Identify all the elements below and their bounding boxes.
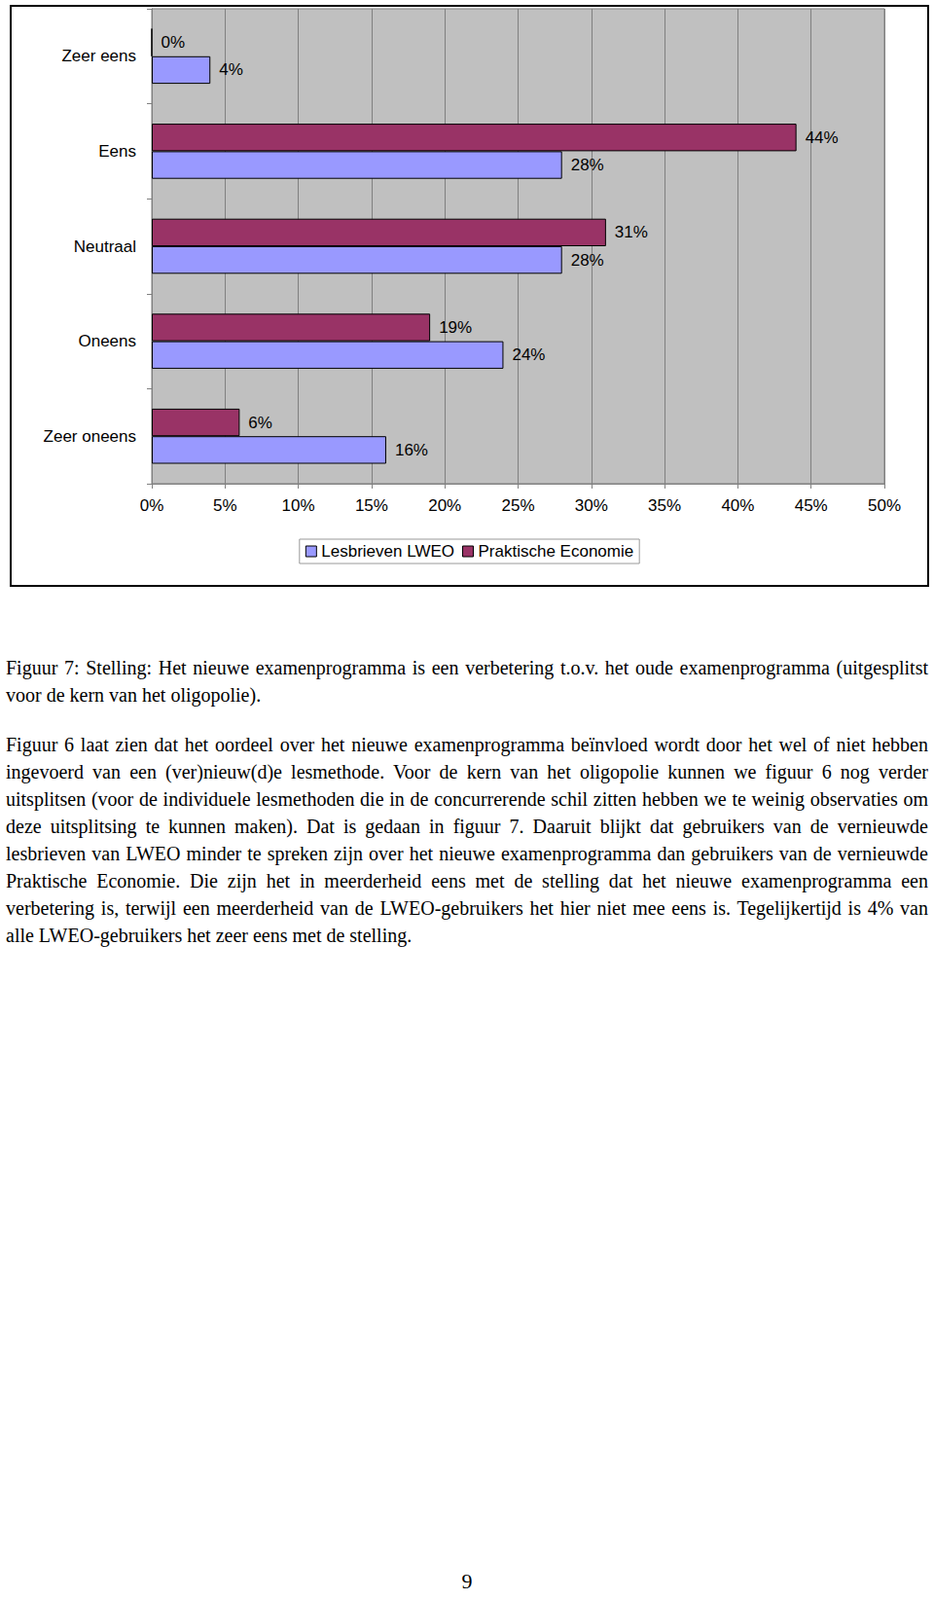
svg-text:50%: 50% bbox=[867, 496, 901, 515]
svg-text:Lesbrieven LWEO: Lesbrieven LWEO bbox=[321, 541, 455, 561]
svg-text:35%: 35% bbox=[647, 496, 682, 515]
svg-text:Zeer oneens: Zeer oneens bbox=[43, 427, 137, 446]
svg-text:Zeer eens: Zeer eens bbox=[61, 46, 137, 66]
svg-text:15%: 15% bbox=[355, 496, 389, 515]
svg-text:20%: 20% bbox=[428, 496, 462, 515]
svg-text:10%: 10% bbox=[282, 496, 316, 515]
html-text:Figuur 6 laat zien dat het oor: Figuur 6 laat zien dat het oordeel over … bbox=[5, 733, 929, 946]
svg-text:Praktische Economie: Praktische Economie bbox=[478, 541, 635, 561]
html-text:Figuur 7: Stelling: Het nieuwe: Figuur 7: Stelling: Het nieuwe examenpro… bbox=[5, 656, 929, 706]
svg-text:40%: 40% bbox=[720, 496, 755, 515]
html-text:9: 9 bbox=[461, 1568, 473, 1593]
svg-text:19%: 19% bbox=[438, 318, 472, 337]
svg-text:5%: 5% bbox=[213, 496, 238, 515]
svg-text:Neutraal: Neutraal bbox=[73, 237, 137, 256]
svg-text:44%: 44% bbox=[805, 128, 839, 147]
svg-text:Oneens: Oneens bbox=[77, 331, 137, 351]
svg-text:28%: 28% bbox=[571, 155, 605, 175]
svg-text:Eens: Eens bbox=[98, 142, 137, 161]
svg-text:0%: 0% bbox=[161, 33, 186, 52]
svg-text:6%: 6% bbox=[248, 413, 273, 432]
svg-text:16%: 16% bbox=[395, 440, 429, 460]
svg-text:31%: 31% bbox=[614, 222, 648, 242]
svg-text:0%: 0% bbox=[140, 496, 165, 515]
svg-text:45%: 45% bbox=[794, 496, 828, 515]
svg-text:4%: 4% bbox=[218, 60, 244, 79]
svg-text:25%: 25% bbox=[501, 496, 535, 515]
svg-text:30%: 30% bbox=[574, 496, 609, 515]
svg-text:28%: 28% bbox=[571, 251, 605, 270]
svg-text:24%: 24% bbox=[511, 345, 545, 364]
